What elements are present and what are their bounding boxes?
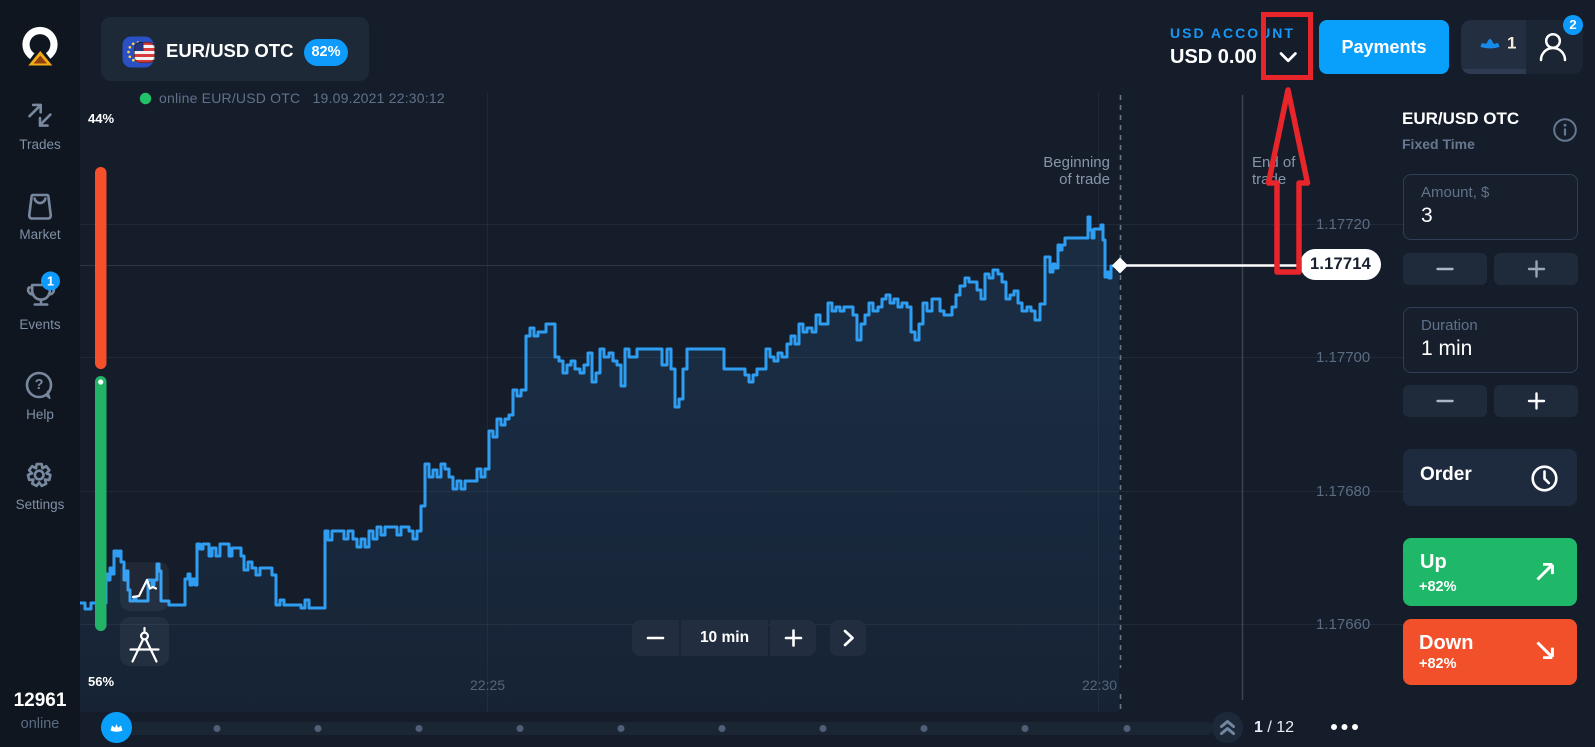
svg-text:1: 1 <box>1507 34 1516 53</box>
svg-text:1: 1 <box>47 275 54 289</box>
svg-text:?: ? <box>35 377 44 393</box>
